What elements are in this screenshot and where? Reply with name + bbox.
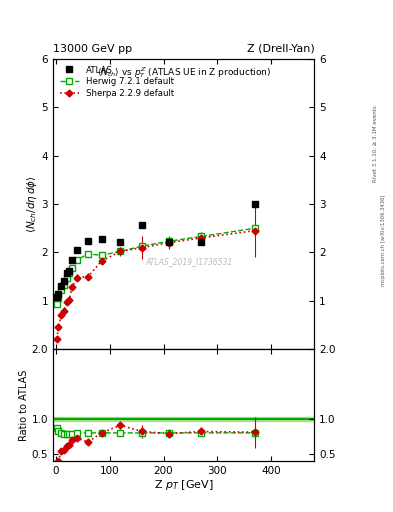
Text: ATLAS_2019_I1736531: ATLAS_2019_I1736531 <box>145 258 233 267</box>
Bar <box>53 417 314 421</box>
Y-axis label: Ratio to ATLAS: Ratio to ATLAS <box>19 369 29 441</box>
Text: $\langle N_{ch}\rangle$ vs $p_T^Z$ (ATLAS UE in Z production): $\langle N_{ch}\rangle$ vs $p_T^Z$ (ATLA… <box>97 65 271 79</box>
Text: Rivet 3.1.10, ≥ 3.1M events: Rivet 3.1.10, ≥ 3.1M events <box>373 105 378 182</box>
Text: 13000 GeV pp: 13000 GeV pp <box>53 44 132 54</box>
Y-axis label: $\langle N_{ch}/d\eta\,d\phi\rangle$: $\langle N_{ch}/d\eta\,d\phi\rangle$ <box>25 175 39 233</box>
Text: Z (Drell-Yan): Z (Drell-Yan) <box>247 44 314 54</box>
Legend: ATLAS, Herwig 7.2.1 default, Sherpa 2.2.9 default: ATLAS, Herwig 7.2.1 default, Sherpa 2.2.… <box>57 63 176 100</box>
X-axis label: Z $p_T$ [GeV]: Z $p_T$ [GeV] <box>154 478 213 493</box>
Text: mcplots.cern.ch [arXiv:1306.3436]: mcplots.cern.ch [arXiv:1306.3436] <box>381 195 386 286</box>
